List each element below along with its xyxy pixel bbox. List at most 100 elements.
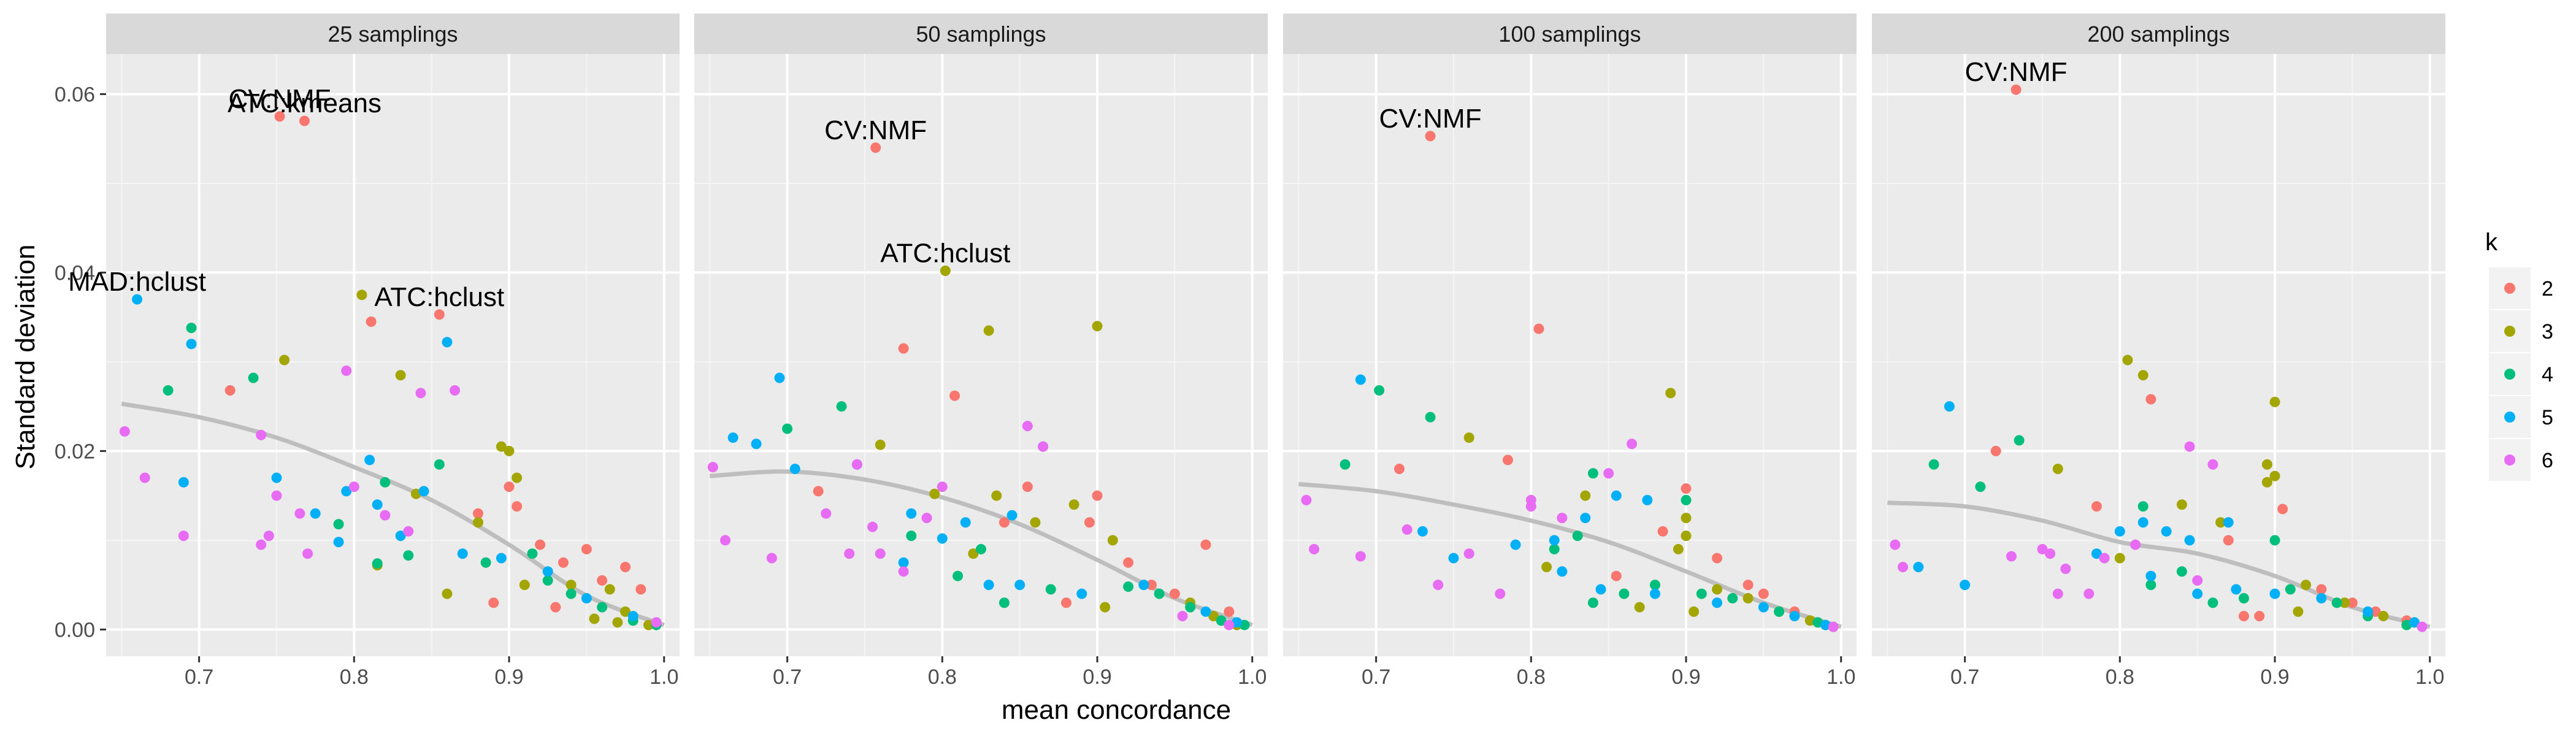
scatter-point — [1595, 584, 1606, 595]
scatter-point — [2269, 535, 2280, 546]
scatter-point — [472, 508, 483, 519]
scatter-point — [274, 111, 285, 122]
scatter-point — [1890, 539, 1901, 550]
scatter-point — [597, 575, 608, 586]
scatter-point — [2409, 617, 2420, 628]
scatter-point — [341, 486, 352, 497]
scatter-point — [1580, 490, 1591, 501]
point-annotation: ATC:hclust — [880, 239, 1010, 269]
scatter-point — [1975, 481, 1986, 493]
scatter-point — [1224, 619, 1235, 631]
scatter-point — [635, 584, 646, 595]
scatter-point — [1301, 494, 1312, 505]
scatter-point — [1557, 513, 1568, 524]
scatter-point — [2145, 570, 2156, 581]
scatter-point — [844, 548, 855, 559]
scatter-point — [271, 472, 282, 483]
scatter-point — [2269, 470, 2280, 481]
scatter-point — [937, 481, 948, 493]
x-tick-label: 0.7 — [1950, 665, 1979, 689]
scatter-point — [2099, 553, 2110, 564]
scatter-point — [2011, 84, 2022, 95]
scatter-point — [1425, 412, 1436, 423]
scatter-point — [620, 562, 631, 573]
scatter-point — [2114, 553, 2125, 564]
scatter-point — [2145, 394, 2156, 405]
scatter-point — [178, 531, 189, 542]
scatter-point — [2192, 575, 2203, 586]
scatter-point — [2277, 504, 2288, 515]
scatter-point — [442, 588, 453, 599]
scatter-point — [782, 423, 793, 434]
scatter-point — [1463, 432, 1474, 443]
scatter-point — [496, 553, 507, 564]
scatter-point — [898, 557, 909, 568]
smooth-trend-line — [1298, 481, 1842, 629]
scatter-point — [1022, 421, 1033, 432]
scatter-point — [1712, 597, 1723, 608]
scatter-point — [1394, 463, 1405, 474]
scatter-point — [751, 439, 762, 450]
scatter-point — [999, 517, 1010, 528]
scatter-point — [898, 343, 909, 354]
scatter-point — [999, 597, 1010, 608]
scatter-point — [2052, 463, 2063, 474]
x-tick-label: 0.7 — [185, 665, 213, 689]
scatter-point — [542, 566, 553, 577]
scatter-point — [953, 570, 964, 581]
scatter-point — [1076, 588, 1087, 599]
scatter-point — [1355, 551, 1366, 562]
scatter-point — [2363, 606, 2374, 617]
y-axis-title: Standard deviation — [10, 245, 40, 470]
scatter-point — [1742, 592, 1754, 604]
scatter-point — [310, 508, 321, 519]
scatter-point — [1587, 468, 1598, 479]
scatter-point — [364, 454, 375, 466]
scatter-point — [2176, 566, 2187, 577]
scatter-point — [2370, 606, 2381, 617]
scatter-point — [2045, 548, 2056, 559]
scatter-point — [294, 508, 305, 519]
x-tick-label: 0.8 — [2106, 665, 2134, 689]
scatter-point — [2176, 499, 2187, 510]
y-tick-label: 0.00 — [55, 618, 95, 642]
scatter-point — [457, 548, 468, 559]
scatter-point — [1634, 602, 1645, 613]
scatter-point — [1611, 490, 1622, 501]
scatter-point — [1898, 562, 1909, 573]
scatter-point — [2378, 611, 2389, 622]
scatter-point — [395, 531, 406, 542]
scatter-point — [1681, 483, 1692, 494]
scatter-point — [2091, 548, 2102, 559]
scatter-point — [372, 558, 383, 569]
scatter-point — [1045, 584, 1056, 595]
scatter-point — [589, 613, 600, 624]
point-annotation: MAD:hclust — [68, 267, 206, 297]
scatter-point — [1100, 602, 1111, 613]
scatter-point — [366, 316, 377, 327]
scatter-point — [472, 517, 483, 528]
scatter-point — [512, 501, 523, 512]
scatter-point — [1673, 543, 1684, 554]
scatter-point — [1533, 323, 1544, 334]
point-annotation: ATC:kmeans — [228, 88, 381, 118]
scatter-point — [1355, 374, 1366, 385]
scatter-point — [581, 592, 592, 604]
scatter-point — [2130, 539, 2141, 550]
scatter-point — [906, 508, 917, 519]
scatter-point — [720, 535, 731, 546]
scatter-point — [2091, 501, 2102, 512]
scatter-point — [380, 477, 391, 488]
panels: 25 samplings 0.7 0.8 0.9 1.0 0.00 0.02 0.04 0.06… — [55, 13, 2445, 689]
scatter-point — [333, 537, 344, 548]
scatter-point — [1758, 602, 1769, 613]
smooth-trend-line — [121, 401, 665, 627]
scatter-point — [333, 519, 344, 530]
scatter-point — [1216, 615, 1227, 626]
scatter-point — [186, 323, 197, 334]
x-tick-label: 1.0 — [650, 665, 678, 689]
scatter-point — [1549, 543, 1560, 554]
scatter-point — [2184, 535, 2195, 546]
scatter-point — [727, 432, 738, 443]
